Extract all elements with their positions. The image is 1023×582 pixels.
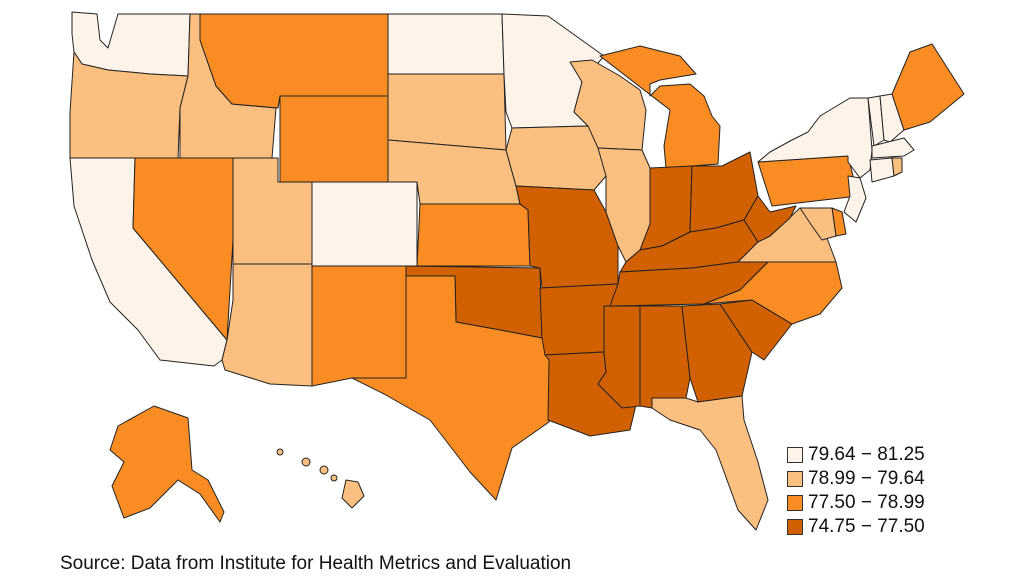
state-north-dakota	[387, 13, 505, 75]
state-rhode-island	[891, 157, 903, 177]
state-maine	[891, 43, 965, 131]
state-hawaii-island	[301, 457, 311, 467]
legend: 79.64 − 81.25 78.99 − 79.64 77.50 − 78.9…	[787, 443, 925, 539]
legend-swatch	[787, 447, 803, 463]
state-maryland	[799, 207, 837, 241]
state-florida	[651, 395, 769, 531]
state-nevada	[132, 157, 234, 341]
legend-label: 78.99 − 79.64	[808, 468, 925, 489]
state-michigan	[599, 45, 721, 169]
state-hawaii	[341, 479, 365, 509]
legend-item: 79.64 − 81.25	[787, 443, 925, 467]
legend-swatch	[787, 519, 803, 535]
legend-label: 74.75 − 77.50	[808, 516, 925, 537]
state-new-jersey	[843, 175, 867, 223]
legend-swatch	[787, 495, 803, 511]
state-south-dakota	[387, 73, 507, 151]
legend-label: 77.50 − 78.99	[808, 492, 925, 513]
state-west-virginia	[743, 195, 797, 243]
state-hawaii-island	[276, 448, 284, 456]
source-caption: Source: Data from Institute for Health M…	[60, 553, 572, 574]
state-pennsylvania	[757, 155, 859, 207]
state-wyoming	[279, 95, 389, 183]
state-texas	[351, 275, 551, 501]
state-iowa	[505, 125, 607, 191]
state-hawaii-island	[319, 465, 329, 475]
state-montana	[199, 13, 389, 109]
legend-label: 79.64 − 81.25	[808, 444, 925, 465]
state-colorado	[311, 181, 418, 267]
state-alabama	[639, 305, 691, 409]
state-hawaii-island	[330, 474, 338, 482]
legend-swatch	[787, 471, 803, 487]
state-alaska	[109, 405, 225, 523]
state-kansas	[416, 203, 531, 267]
state-new-mexico	[311, 265, 407, 387]
state-new-hampshire	[879, 93, 905, 143]
legend-item: 74.75 − 77.50	[787, 515, 925, 539]
state-arizona	[221, 263, 313, 387]
legend-item: 77.50 − 78.99	[787, 491, 925, 515]
state-connecticut	[869, 157, 895, 183]
state-massachusetts	[871, 137, 915, 159]
legend-item: 78.99 − 79.64	[787, 467, 925, 491]
